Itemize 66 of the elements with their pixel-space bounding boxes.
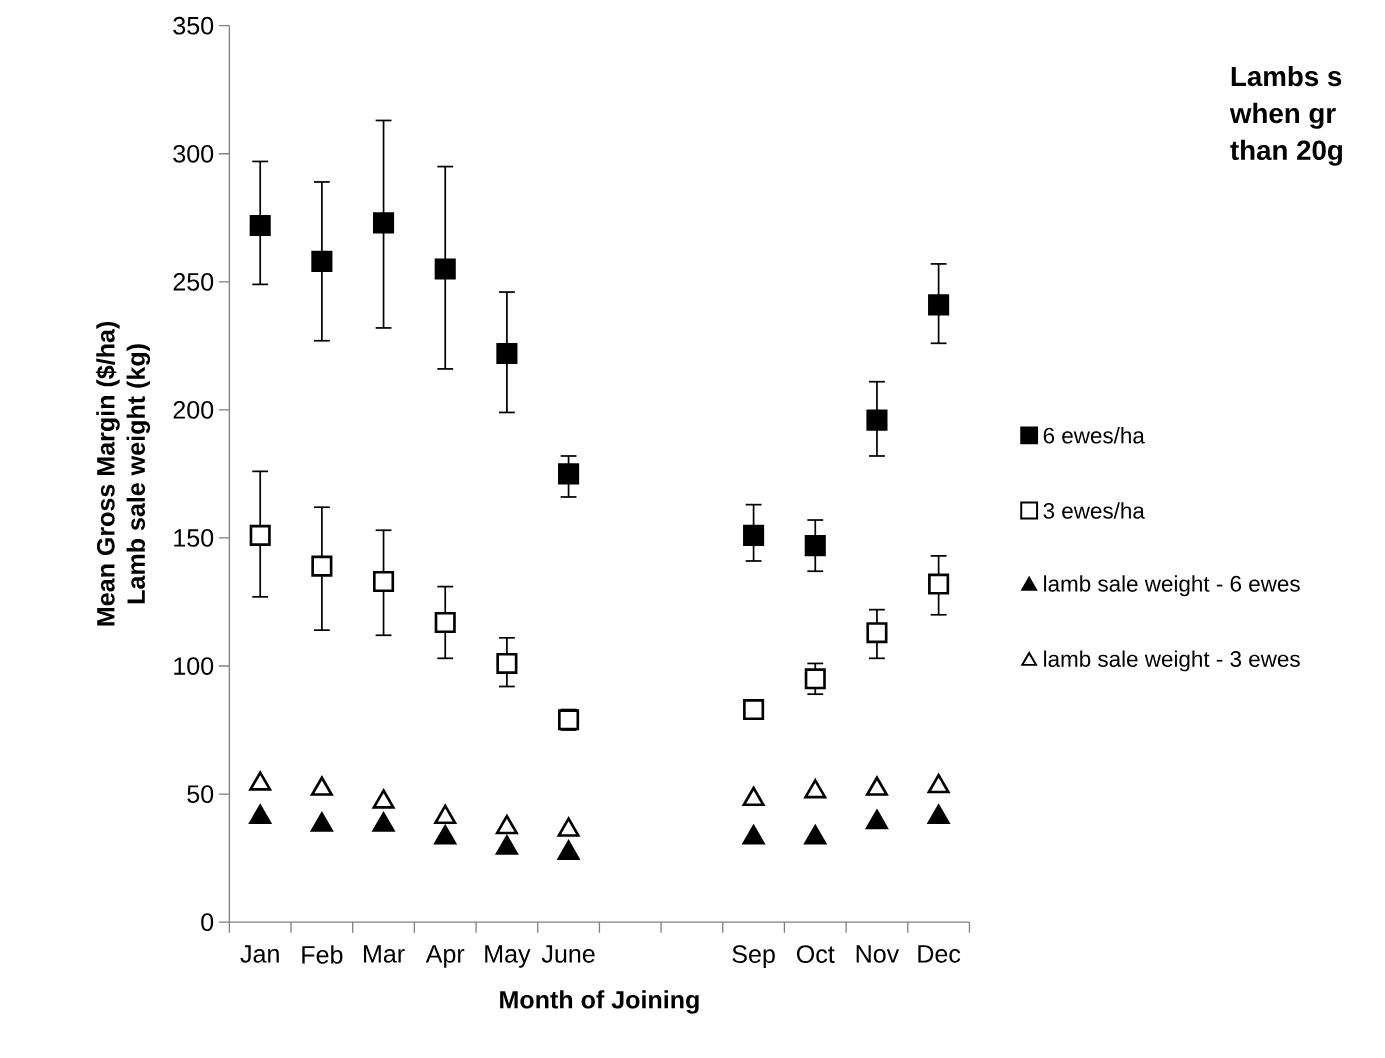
point: [434, 825, 457, 845]
y-tick-label: 100: [174, 657, 214, 676]
y-tick-label: 350: [173, 16, 214, 35]
point: [928, 294, 950, 316]
point: [865, 776, 888, 797]
point: [434, 804, 457, 825]
point: [496, 653, 518, 675]
text: Lamb sale weight (kg): [126, 344, 151, 604]
point: [249, 771, 272, 791]
x-tick-label: Jan: [240, 945, 279, 963]
point: [866, 409, 888, 431]
point: [742, 825, 765, 845]
x-tick-label: Nov: [856, 945, 900, 963]
point: [804, 825, 827, 845]
x-tick-label: Dec: [918, 945, 961, 963]
y-tick-label: 150: [174, 529, 214, 547]
point: [373, 212, 395, 234]
legend-label: 3 ewes/ha: [1043, 502, 1145, 519]
point: [558, 463, 580, 485]
y-tick-label: 300: [173, 145, 214, 163]
y-tick-label: 50: [187, 785, 214, 804]
point: [927, 804, 950, 825]
point: [310, 812, 333, 832]
point: [311, 250, 333, 273]
y-tick-label: 250: [173, 273, 214, 291]
x-tick-label: Mar: [364, 945, 405, 963]
point: [373, 571, 395, 593]
x-tick-label: June: [541, 945, 595, 963]
legend-label: lamb sale weight - 6 ewes: [1044, 575, 1300, 597]
text: Mean Gross Margin ($/ha): [95, 322, 120, 626]
point: [557, 817, 580, 837]
point: [311, 555, 333, 577]
point: [434, 258, 456, 280]
point: [804, 668, 826, 690]
point: [804, 535, 826, 557]
legend-label: lamb sale weight - 3 ewes: [1044, 650, 1300, 672]
point: [249, 524, 271, 547]
point: [496, 343, 518, 365]
text: when gr: [1229, 102, 1336, 129]
legend-label: 6 ewes/ha: [1043, 427, 1145, 444]
y-tick-label: 200: [173, 401, 214, 419]
point: [865, 809, 888, 830]
x-tick-label: Apr: [425, 945, 465, 968]
point: [310, 776, 333, 797]
y-tick-label: 0: [201, 913, 214, 932]
point: [249, 804, 272, 825]
point: [372, 789, 395, 809]
point: [742, 786, 765, 807]
x-axis-title: Month of Joining: [500, 990, 699, 1014]
point: [495, 814, 518, 835]
point: [495, 835, 518, 855]
point: [866, 622, 888, 644]
point: [372, 812, 395, 832]
text: Lambs s: [1231, 66, 1342, 87]
point: [804, 779, 827, 799]
point: [249, 215, 271, 237]
point: [928, 573, 950, 595]
point: [557, 840, 580, 861]
x-tick-label: May: [485, 945, 531, 968]
point: [927, 774, 950, 794]
point: [434, 612, 456, 634]
point: [743, 524, 765, 547]
x-tick-label: Feb: [302, 945, 343, 964]
x-tick-label: Oct: [796, 945, 835, 964]
text: than 20g: [1230, 139, 1342, 166]
x-tick-label: Sep: [732, 945, 775, 969]
